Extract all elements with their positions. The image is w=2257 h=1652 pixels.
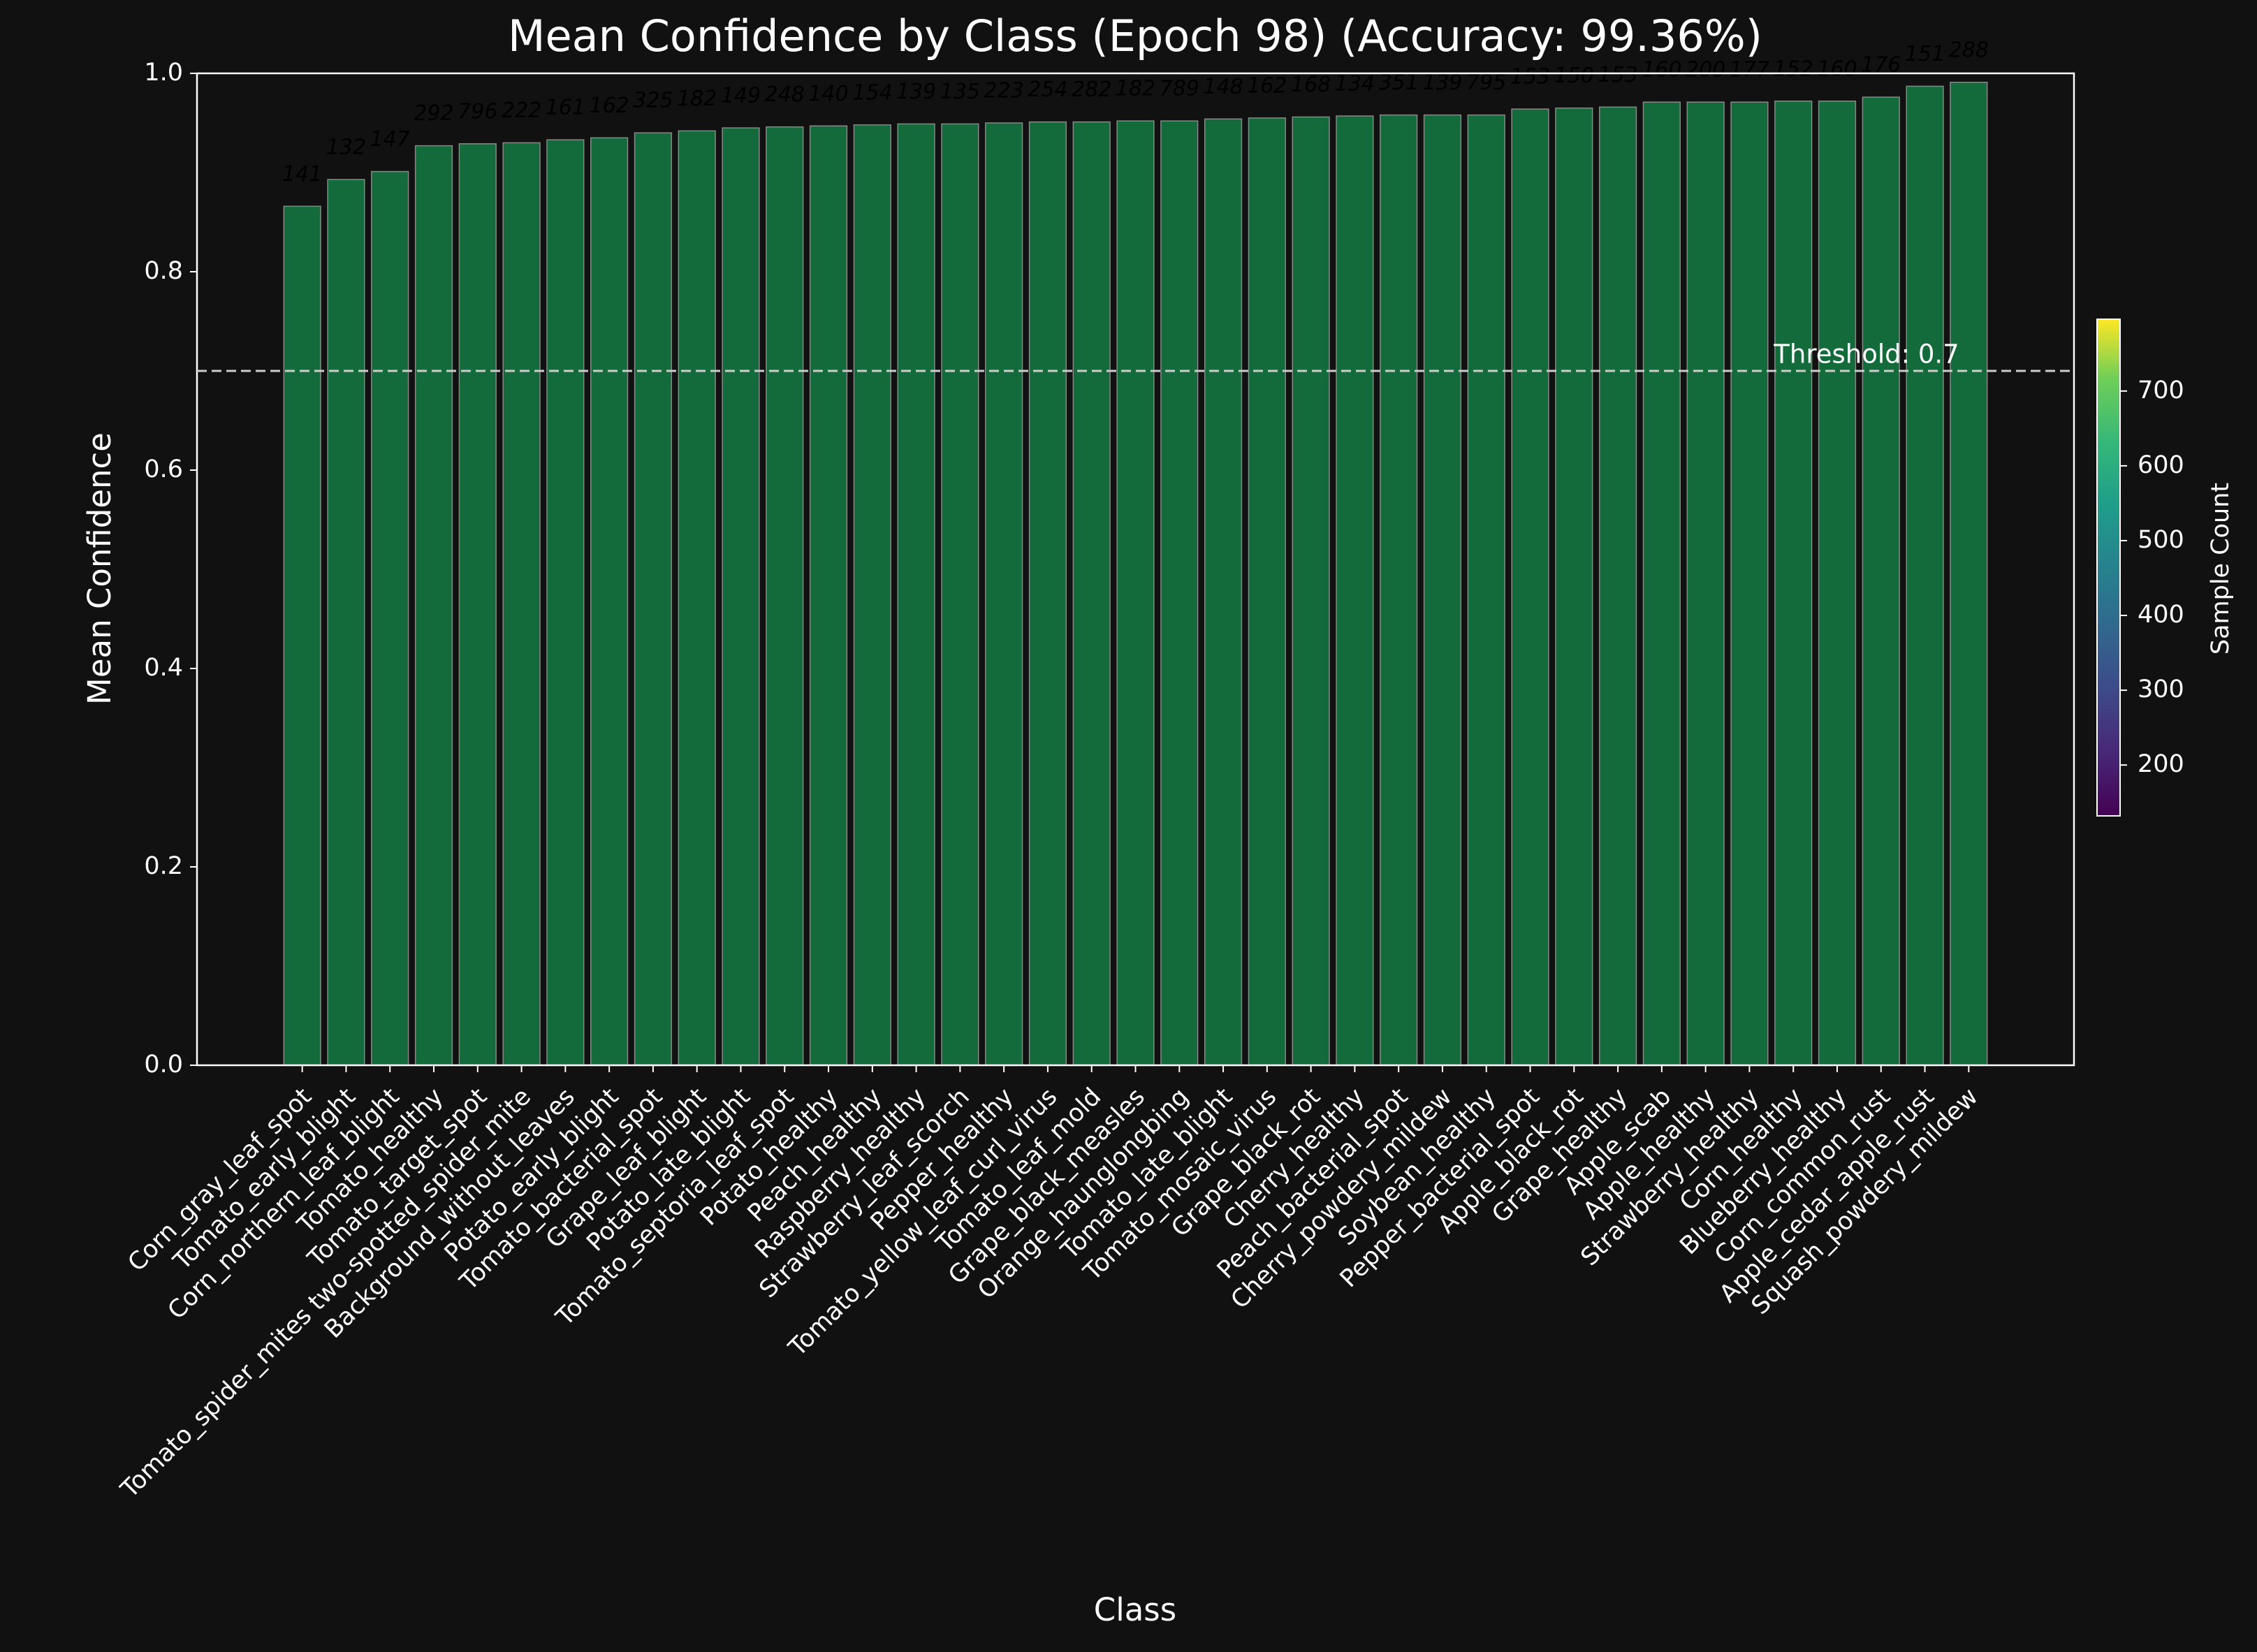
- value-label: 796: [458, 99, 497, 124]
- value-label: 139: [1422, 71, 1462, 95]
- value-label: 162: [590, 94, 629, 118]
- bar: [634, 132, 673, 1066]
- colorbar-label: Sample Count: [2207, 483, 2235, 655]
- bar: [1160, 120, 1199, 1066]
- value-label: 154: [852, 80, 892, 105]
- y-tick-label: 0.4: [144, 654, 183, 682]
- value-label: 153: [1510, 65, 1550, 89]
- value-label: 182: [677, 87, 717, 111]
- bar: [414, 145, 453, 1066]
- y-tick-label: 0.8: [144, 257, 183, 285]
- value-label: 151: [1905, 42, 1945, 66]
- y-tick-label: 1.0: [144, 59, 183, 87]
- value-label: 789: [1160, 77, 1199, 101]
- chart-title: Mean Confidence by Class (Epoch 98) (Acc…: [508, 10, 1762, 61]
- bar: [1336, 115, 1374, 1066]
- value-label: 292: [414, 101, 453, 126]
- y-axis-label: Mean Confidence: [81, 432, 118, 705]
- colorbar-tick-label: 400: [2138, 601, 2184, 629]
- bar: [1248, 117, 1286, 1066]
- bar: [897, 123, 935, 1066]
- value-label: 135: [940, 80, 980, 104]
- value-label: 288: [1949, 38, 1989, 62]
- value-label: 795: [1466, 71, 1506, 95]
- value-label: 149: [721, 84, 761, 108]
- bar: [1072, 121, 1111, 1066]
- bar: [941, 123, 979, 1066]
- bar: [1511, 108, 1549, 1066]
- bar: [1818, 101, 1857, 1066]
- threshold-label: Threshold: 0.7: [1773, 339, 1959, 370]
- bar: [1642, 101, 1681, 1066]
- bar: [1292, 116, 1330, 1066]
- bar: [809, 125, 848, 1066]
- value-label: 153: [1598, 63, 1637, 87]
- value-label: 177: [1730, 58, 1769, 82]
- bar: [1950, 82, 1988, 1066]
- bar: [1686, 101, 1725, 1066]
- colorbar: [2096, 319, 2121, 817]
- bar: [1730, 101, 1769, 1066]
- colorbar-tick-label: 300: [2138, 675, 2184, 703]
- value-label: 141: [282, 162, 322, 187]
- value-label: 148: [1203, 75, 1243, 99]
- bar: [371, 170, 409, 1066]
- bar: [458, 143, 497, 1066]
- value-label: 248: [765, 82, 805, 107]
- value-label: 152: [1774, 57, 1813, 81]
- bar: [678, 130, 716, 1066]
- value-label: 147: [370, 127, 410, 152]
- value-label: 222: [502, 98, 541, 123]
- colorbar-tick-label: 600: [2138, 451, 2184, 479]
- value-label: 162: [1247, 73, 1287, 98]
- bar: [1028, 121, 1067, 1066]
- colorbar-tick-label: 500: [2138, 526, 2184, 554]
- bar: [283, 205, 321, 1066]
- value-label: 351: [1379, 71, 1419, 95]
- y-tick-label: 0.2: [144, 852, 183, 880]
- bar: [1555, 107, 1593, 1066]
- value-label: 132: [326, 135, 366, 159]
- value-label: 139: [896, 80, 936, 104]
- value-label: 168: [1291, 73, 1331, 97]
- bar: [1774, 101, 1813, 1066]
- value-label: 161: [546, 96, 585, 120]
- bar: [1906, 85, 1944, 1066]
- value-label: 160: [1642, 58, 1681, 82]
- bar: [1598, 106, 1637, 1066]
- bar: [985, 122, 1023, 1066]
- bar: [1467, 114, 1505, 1066]
- bar: [1380, 114, 1418, 1066]
- colorbar-tick-label: 200: [2138, 750, 2184, 778]
- value-label: 223: [984, 79, 1024, 103]
- colorbar-tick-label: 700: [2138, 377, 2184, 404]
- bar: [1204, 118, 1243, 1066]
- bar: [327, 179, 365, 1066]
- x-axis-label: Class: [1094, 1591, 1176, 1628]
- bar: [1423, 114, 1462, 1066]
- value-label: 200: [1686, 58, 1725, 82]
- value-label: 254: [1028, 78, 1067, 102]
- bar: [590, 137, 629, 1066]
- bar: [546, 139, 585, 1066]
- value-label: 160: [1817, 57, 1857, 81]
- value-label: 282: [1072, 78, 1111, 102]
- bar: [1862, 96, 1900, 1066]
- bar: [722, 127, 760, 1066]
- y-tick-label: 0.0: [144, 1051, 183, 1079]
- value-label: 150: [1554, 64, 1594, 88]
- value-label: 140: [808, 82, 848, 106]
- value-label: 325: [633, 89, 673, 113]
- plot-frame: [196, 72, 2075, 1067]
- value-label: 134: [1335, 72, 1375, 96]
- y-tick-label: 0.6: [144, 455, 183, 483]
- bar: [766, 126, 804, 1066]
- bar: [502, 142, 541, 1066]
- value-label: 182: [1116, 77, 1155, 101]
- bar: [1116, 120, 1155, 1066]
- bar: [853, 124, 891, 1066]
